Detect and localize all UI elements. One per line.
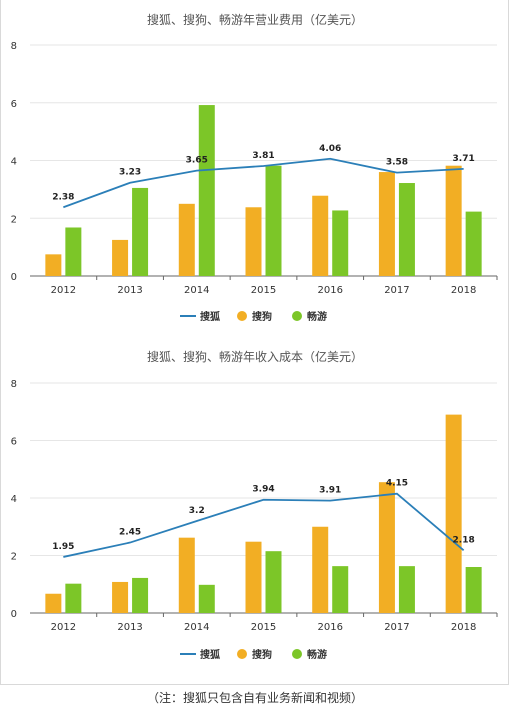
chart1-bar-sogou <box>445 165 462 276</box>
chart2-legend-sogou: 搜狗 <box>252 648 272 661</box>
chart2-x-tick-label: 2012 <box>51 622 76 633</box>
chart2-line-sohu <box>63 492 465 558</box>
chart1-y-tick-label: 2 <box>11 214 17 225</box>
chart1-bar-changyou <box>265 165 282 276</box>
chart1-bar-changyou <box>465 211 482 276</box>
chart1-legend-sogou-icon <box>237 311 247 321</box>
chart2-data-label: 3.2 <box>189 506 205 516</box>
chart2-x-tick-label: 2013 <box>117 622 142 633</box>
chart2-data-label: 3.94 <box>252 485 274 495</box>
chart2-x-tick-label: 2018 <box>451 622 476 633</box>
chart1-bar-sogou <box>112 239 129 276</box>
chart1-data-label: 2.38 <box>52 192 74 202</box>
chart2-bar-sogou <box>112 581 129 613</box>
chart2-bar-sogou <box>245 541 262 613</box>
chart1-y-tick-label: 6 <box>11 99 17 110</box>
chart1-bar-sogou <box>378 172 395 276</box>
chart1-bar-sogou <box>245 207 262 276</box>
chart2-x-tick-label: 2015 <box>251 622 276 633</box>
chart1-data-label: 3.23 <box>119 168 141 178</box>
chart1-data-label: 3.58 <box>386 158 408 168</box>
chart2-y-tick-label: 6 <box>11 437 17 448</box>
chart2-x-tick-label: 2016 <box>317 622 342 633</box>
chart1-title: 搜狐、搜狗、畅游年营业费用（亿美元） <box>147 12 363 27</box>
chart1-legend-sohu: 搜狐 <box>200 310 220 323</box>
chart2-data-label: 4.15 <box>386 479 408 489</box>
chart2-y-tick-label: 8 <box>11 379 17 390</box>
chart1-data-label: 4.06 <box>319 144 341 154</box>
chart1-data-label: 3.71 <box>453 154 475 164</box>
chart1-bar-changyou <box>398 183 415 276</box>
chart2-data-label: 1.95 <box>52 542 74 552</box>
chart2-bar-sogou <box>178 537 195 613</box>
chart1-x-tick-label: 2012 <box>51 285 76 296</box>
chart1-data-label: 3.81 <box>252 151 274 161</box>
chart2-legend-sohu: 搜狐 <box>200 648 220 661</box>
chart1-legend-changyou-icon <box>292 311 302 321</box>
chart2-bar-sogou <box>378 482 395 613</box>
chart2-bar-changyou <box>465 567 482 613</box>
chart2-bar-sogou <box>445 414 462 613</box>
chart1-bar-changyou <box>132 187 149 276</box>
chart1-bar-changyou <box>332 210 349 276</box>
chart1-bar-sogou <box>178 203 195 276</box>
chart1-x-tick-label: 2015 <box>251 285 276 296</box>
chart2-bar-changyou <box>65 583 82 613</box>
chart1-y-tick-label: 8 <box>11 41 17 52</box>
chart2-bar-sogou <box>45 593 62 613</box>
chart1-x-tick-label: 2014 <box>184 285 209 296</box>
chart1-bar-changyou <box>65 227 82 276</box>
chart2-bar-changyou <box>265 551 282 613</box>
chart1-bar-sogou <box>45 254 62 276</box>
chart1-legend-changyou: 畅游 <box>307 310 327 323</box>
chart1-x-tick-label: 2016 <box>317 285 342 296</box>
chart2-data-label: 2.45 <box>119 528 141 538</box>
chart1-y-tick-label: 0 <box>11 272 17 283</box>
chart2-x-tick-label: 2014 <box>184 622 209 633</box>
footnote: （注：搜狐只包含自有业务新闻和视频） <box>146 691 363 705</box>
chart2-x-tick-label: 2017 <box>384 622 409 633</box>
chart1-data-label: 3.65 <box>186 156 208 166</box>
chart2-legend-changyou-icon <box>292 649 302 659</box>
chart2-y-tick-label: 4 <box>11 494 17 505</box>
chart2-data-label: 2.18 <box>453 535 475 545</box>
chart2-legend-sogou-icon <box>237 649 247 659</box>
chart2-data-label: 3.91 <box>319 486 341 496</box>
chart2-legend-changyou: 畅游 <box>307 648 327 661</box>
chart2-bar-changyou <box>198 584 215 613</box>
chart2-y-tick-label: 0 <box>11 609 17 620</box>
chart1-x-tick-label: 2018 <box>451 285 476 296</box>
chart2-bar-changyou <box>332 566 349 613</box>
chart1-x-tick-label: 2017 <box>384 285 409 296</box>
chart1-y-tick-label: 4 <box>11 157 17 168</box>
chart1-bar-changyou <box>198 105 215 276</box>
chart2-bar-changyou <box>398 566 415 613</box>
chart2-bar-sogou <box>312 526 329 613</box>
chart1-line-sohu <box>63 157 464 209</box>
chart1-x-tick-label: 2013 <box>117 285 142 296</box>
chart1-bar-sogou <box>312 195 329 276</box>
chart2-bar-changyou <box>132 577 149 613</box>
chart2-y-tick-label: 2 <box>11 552 17 563</box>
chart1-legend-sogou: 搜狗 <box>252 310 272 323</box>
chart2-title: 搜狐、搜狗、畅游年收入成本（亿美元） <box>147 349 363 364</box>
